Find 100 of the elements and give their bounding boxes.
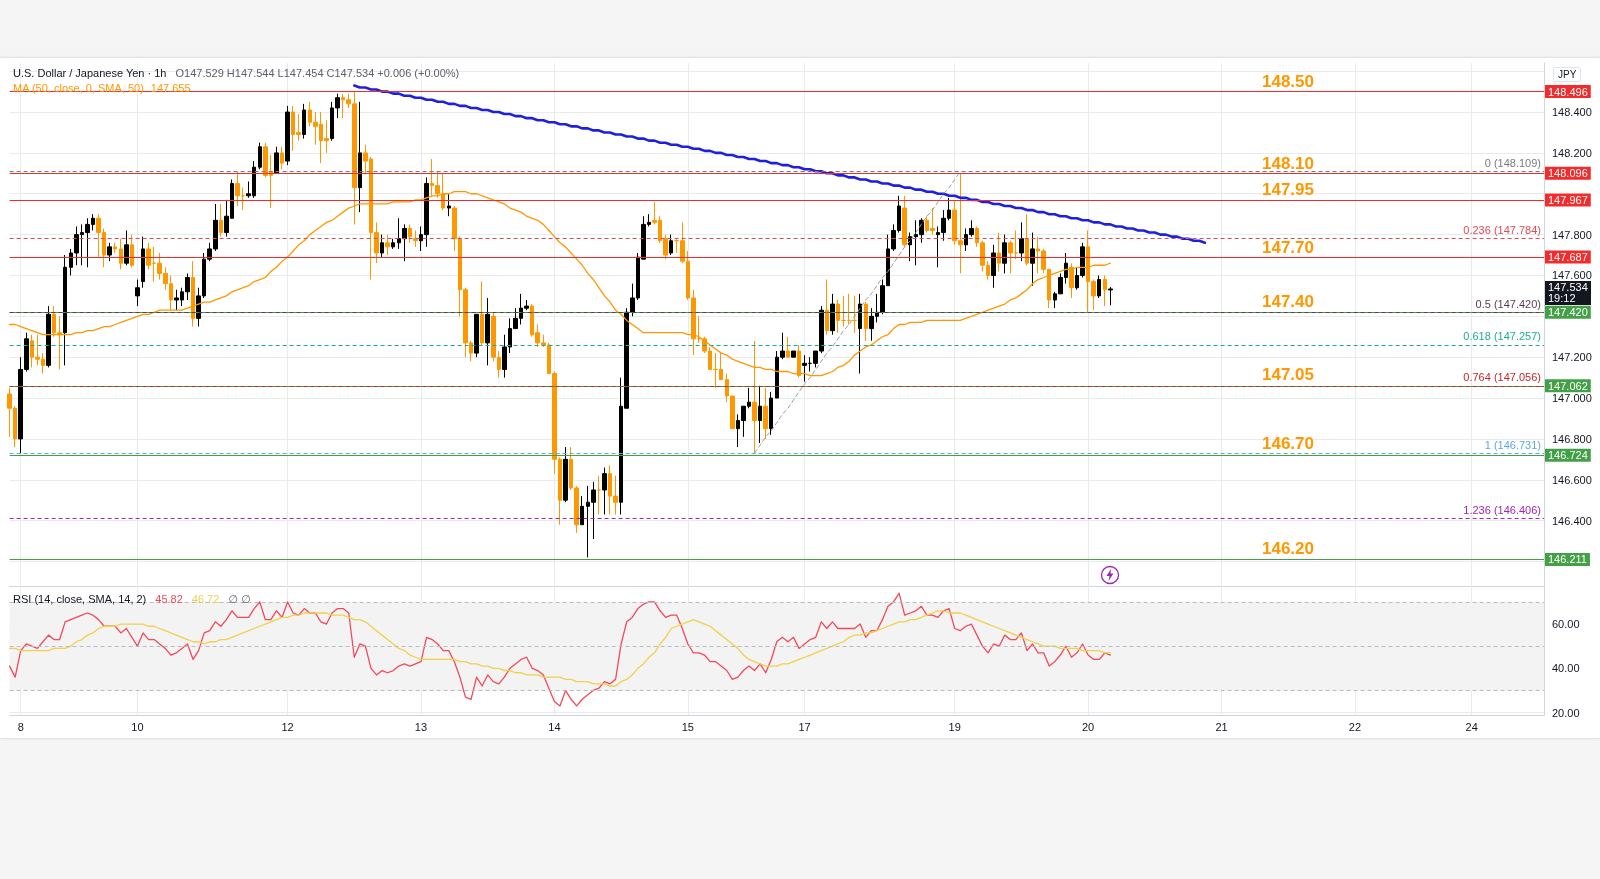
candlestick [836, 299, 840, 334]
x-tick-label: 13 [414, 720, 428, 733]
candlestick [280, 146, 284, 170]
ref-line-label: 147.687 [1548, 251, 1588, 264]
ref-line-label: 0.236 (147.784) [1463, 224, 1541, 237]
annotation: 147.95 [1262, 180, 1314, 200]
candlestick [847, 293, 851, 325]
candlestick [786, 336, 790, 358]
text: MA (50, close, 0, SMA, 50) [13, 82, 144, 94]
candlestick [1097, 274, 1101, 299]
ref-line-label: 146.211 [1548, 553, 1587, 566]
candlestick [302, 103, 306, 140]
candlestick [452, 205, 457, 252]
ref-line-label: 147.420 [1548, 306, 1588, 319]
annotation: 147.40 [1262, 292, 1314, 312]
x-tick-label: 20 [1082, 720, 1095, 733]
candlestick [385, 234, 390, 256]
annotation: 46.72 [191, 593, 220, 605]
ref-line-label: 0.764 (147.056) [1463, 371, 1541, 384]
y-axis-title: JPY [1553, 67, 1582, 82]
candlestick [113, 242, 117, 254]
ref-line-label: 1 (146.731) [1484, 438, 1541, 451]
x-tick-label: 10 [131, 720, 144, 733]
x-tick-label: 12 [281, 720, 294, 733]
x-tick-label: 19 [948, 720, 961, 733]
line-series [8, 610, 1112, 687]
text: 19:12 [1548, 292, 1577, 305]
ref-line-label: 0 (148.109) [1484, 156, 1541, 169]
candlestick [597, 475, 601, 515]
ref-line-label: 147.967 [1548, 193, 1588, 206]
y-tick-label: 147.600 [1552, 269, 1592, 282]
candlestick [791, 350, 796, 358]
candlestick [402, 223, 407, 262]
annotation: 147.655 [150, 82, 191, 94]
y-tick-label: 147.200 [1552, 351, 1592, 364]
candlestick [480, 281, 484, 346]
candlestick [991, 244, 996, 289]
x-tick-label: 8 [17, 720, 24, 733]
line-series [352, 84, 1207, 245]
candlestick [769, 391, 773, 436]
candlestick [391, 238, 395, 250]
candlestick [864, 301, 868, 342]
annotation: 146.70 [1262, 434, 1314, 454]
candlestick [63, 254, 67, 366]
candlestick [697, 315, 701, 344]
ref-line-label: 148.496 [1548, 85, 1588, 98]
candlestick [474, 313, 479, 358]
y-tick-label: 20.00 [1552, 706, 1580, 719]
candlestick [219, 203, 223, 238]
candlestick [802, 354, 807, 383]
candlestick [830, 293, 835, 336]
candlestick [1025, 213, 1029, 266]
candlestick [852, 295, 857, 334]
annotation: 45.82 [155, 593, 183, 605]
candlestick [380, 234, 384, 258]
candlestick [1103, 274, 1107, 307]
candlestick [902, 195, 907, 248]
candlestick [130, 234, 134, 268]
y-tick-label: 147.000 [1552, 392, 1592, 405]
x-tick-label: 24 [1465, 720, 1478, 733]
annotation: 148.10 [1262, 154, 1314, 174]
candlestick [1002, 234, 1007, 274]
candlestick [563, 446, 568, 503]
candlestick [241, 187, 245, 211]
candlestick [763, 387, 768, 440]
ref-line-label: 146.724 [1548, 449, 1588, 462]
candlestick [119, 238, 123, 270]
annotation: O147.529 H147.544 L147.454 C147.534 +0.006 (+0.00%) [175, 67, 460, 79]
text: RSI (14, close, SMA, 14, 2) [13, 593, 147, 605]
candlestick [485, 297, 490, 366]
candlestick [235, 170, 240, 207]
y-tick-label: 40.00 [1552, 662, 1580, 675]
y-tick-label: 60.00 [1552, 618, 1580, 631]
candlestick [858, 293, 862, 375]
candlestick [258, 142, 262, 170]
line-series [8, 592, 1112, 707]
x-tick-label: 21 [1215, 720, 1228, 733]
ref-line-label: 0.5 (147.420) [1475, 297, 1541, 310]
candlestick [408, 223, 412, 244]
candlestick [274, 146, 279, 174]
annotation: 146.20 [1262, 539, 1314, 559]
x-tick-label: 22 [1348, 720, 1362, 733]
y-tick-label: 148.400 [1552, 106, 1592, 119]
candlestick [285, 105, 290, 166]
y-tick-label: 146.600 [1552, 473, 1592, 486]
ref-line-label: 0.618 (147.257) [1463, 330, 1541, 343]
candlestick [397, 217, 401, 250]
annotation: 148.50 [1262, 72, 1314, 92]
candlestick [191, 260, 195, 328]
chart-title: U.S. Dollar / Japanese Yen · 1h [13, 67, 167, 79]
x-tick-label: 15 [681, 720, 694, 733]
ref-line-label: 148.096 [1548, 167, 1588, 180]
candlestick [841, 295, 846, 328]
candlestick [1030, 232, 1035, 287]
candlestick [358, 101, 362, 213]
text: 147.534 [1548, 281, 1588, 294]
annotation: 147.70 [1262, 237, 1314, 257]
ref-line-label: 147.062 [1548, 379, 1588, 392]
candlestick [758, 385, 762, 444]
candlestick [825, 279, 829, 336]
